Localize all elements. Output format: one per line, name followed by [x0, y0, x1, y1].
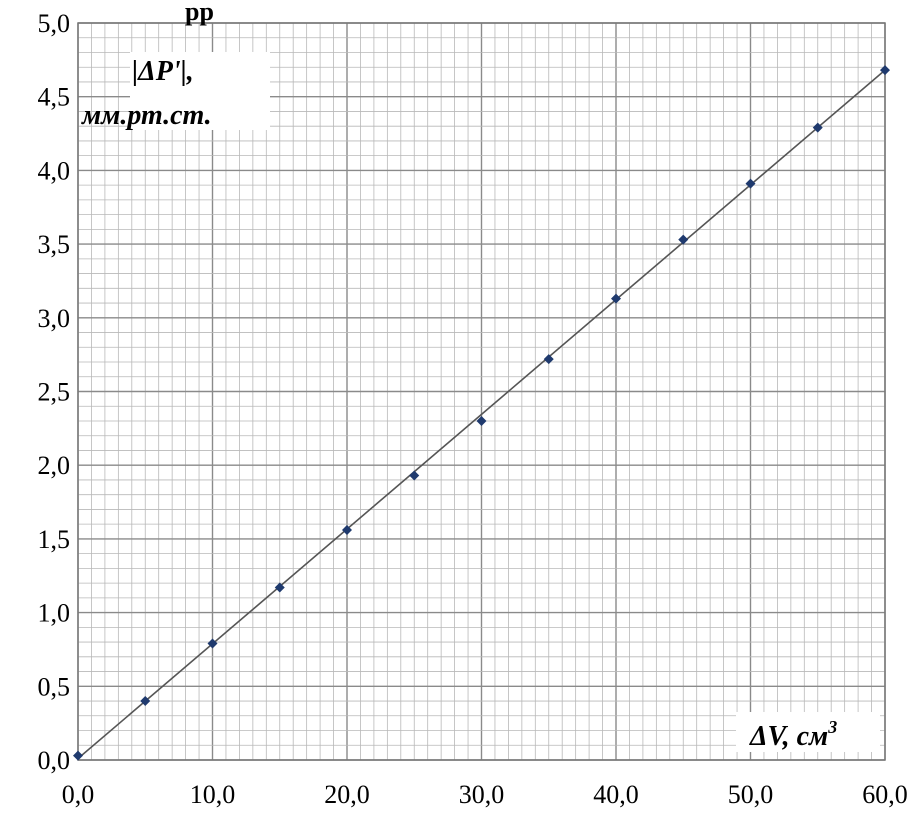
data-point [678, 234, 689, 245]
x-tick-label: 60,0 [862, 780, 908, 809]
data-point [274, 582, 285, 593]
x-tick-label: 30,0 [459, 780, 505, 809]
y-tick-label: 3,0 [38, 304, 71, 333]
x-tick-label: 40,0 [593, 780, 639, 809]
y-tick-label: 5,0 [38, 9, 71, 38]
y-tick-label: 2,0 [38, 451, 71, 480]
y-tick-label: 0,5 [38, 672, 71, 701]
x-tick-label: 10,0 [190, 780, 236, 809]
plot-border [77, 22, 886, 761]
y-axis-label-line2: мм.рт.ст. [81, 100, 212, 131]
y-tick-label: 1,0 [38, 599, 71, 628]
xlabel-background [736, 712, 880, 752]
data-point [611, 293, 621, 304]
x-axis-label: ΔV, см3 [749, 717, 837, 752]
x-axis-label-main: ΔV, см [749, 721, 828, 752]
data-point [812, 122, 823, 133]
x-tick-label: 0,0 [62, 780, 95, 809]
data-point [207, 638, 218, 649]
ylabel-background [130, 52, 270, 130]
axis-labels: рр |ΔP'|, мм.рт.ст. ΔV, см3 [81, 0, 880, 752]
grid [77, 22, 886, 761]
x-axis-label-superscript: 3 [827, 717, 837, 737]
data-point [880, 65, 890, 76]
y-tick-label: 4,5 [38, 83, 71, 112]
data-point [342, 525, 352, 536]
chart-title-fragment: рр [185, 0, 214, 26]
data-point [745, 178, 756, 189]
data-point [140, 696, 151, 707]
tick-labels: 0,0 10,0 20,0 30,0 40,0 50,0 60,0 0,0 0,5 1,0 1,5 2… [38, 9, 908, 809]
x-tick-label: 50,0 [728, 780, 774, 809]
y-tick-label: 1,5 [38, 525, 71, 554]
y-tick-label: 3,5 [38, 230, 71, 259]
data-point [409, 470, 420, 481]
y-tick-label: 4,0 [38, 156, 71, 185]
data-points [73, 65, 890, 761]
y-tick-label: 2,5 [38, 378, 71, 407]
data-point [73, 750, 83, 761]
data-point [476, 415, 487, 426]
data-point [543, 354, 554, 365]
x-tick-label: 20,0 [324, 780, 370, 809]
y-tick-label: 0,0 [38, 746, 71, 775]
y-axis-label-line1: |ΔP'|, [132, 56, 194, 87]
